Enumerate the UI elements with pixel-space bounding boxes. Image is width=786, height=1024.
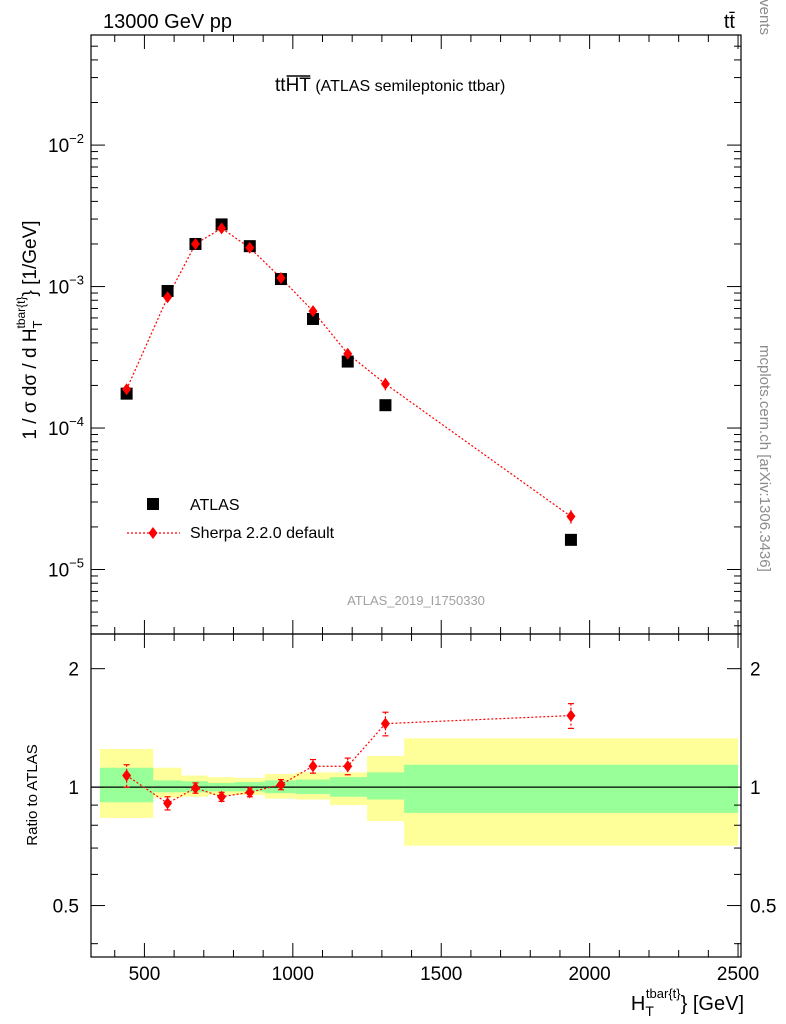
ratio-point <box>163 797 173 810</box>
x-tick-label: 2000 <box>568 964 610 985</box>
ratio-y-tick-label-right: 2 <box>750 660 761 681</box>
ratio-inner-band <box>367 772 405 800</box>
x-tick-label: 2500 <box>717 964 759 985</box>
y-tick-label: 10−4 <box>48 414 84 440</box>
sherpa-point <box>566 510 576 523</box>
ratio-y-tick-label-right: 1 <box>750 778 761 799</box>
ratio-y-tick-label: 0.5 <box>53 897 79 918</box>
ratio-point <box>343 760 353 773</box>
x-tick-label: 1500 <box>420 964 462 985</box>
atlas-point <box>564 533 577 546</box>
ratio-point <box>380 717 390 730</box>
sherpa-point <box>308 305 318 318</box>
ratio-y-axis-label: Ratio to ATLAS <box>24 744 41 845</box>
sherpa-point <box>190 237 200 250</box>
rivet-version-label: Rivet 3.1.10, 400k events <box>756 0 773 35</box>
ratio-point <box>190 781 200 794</box>
mcplots-label: mcplots.cern.ch [arXiv:1306.3436] <box>756 345 773 572</box>
sherpa-point <box>217 222 227 235</box>
ratio-bands <box>91 738 741 846</box>
ratio-point <box>217 790 227 803</box>
sherpa-point <box>122 383 132 396</box>
sherpa-point <box>276 271 286 284</box>
x-tick-label: 500 <box>129 964 161 985</box>
legend-atlas-label: ATLAS <box>190 497 240 514</box>
legend-sherpa-marker <box>148 527 158 539</box>
sherpa-point <box>163 291 173 304</box>
legend: ATLAS Sherpa 2.2.0 default <box>127 497 335 542</box>
x-axis-label: HTtbar{t}} [GeV] <box>631 986 744 1019</box>
main-y-axis-label: 1 / σ dσ / d HTtbar{t}} [1/GeV] <box>14 220 45 439</box>
atlas-point <box>307 312 320 325</box>
ratio-frame <box>90 633 742 958</box>
atlas-point <box>161 285 174 298</box>
x-axis-ticks: 500 1000 1500 2000 2500 <box>114 35 759 985</box>
ratio-y-tick-label-right: 0.5 <box>750 897 776 918</box>
ratio-point <box>245 786 255 799</box>
ratio-y-tick-label: 1 <box>68 778 79 799</box>
ratio-series <box>122 703 576 811</box>
main-y-ticks: 10−5 10−4 10−3 10−2 <box>48 34 741 627</box>
x-tick-label: 1000 <box>272 964 314 985</box>
ratio-point <box>122 769 132 782</box>
ratio-point <box>566 709 576 722</box>
main-frame <box>90 34 742 635</box>
atlas-point <box>379 399 392 412</box>
ratio-y-tick-label: 2 <box>68 660 79 681</box>
ratio-line <box>126 714 571 804</box>
ratio-inner-band <box>153 780 182 793</box>
atlas-point <box>341 355 354 368</box>
sherpa-point <box>343 347 353 360</box>
ratio-point <box>308 760 318 773</box>
sherpa-line <box>126 227 572 517</box>
legend-atlas-marker <box>147 498 159 510</box>
ratio-inner-band <box>404 764 739 813</box>
process-label: tt̄ <box>724 11 736 33</box>
ratio-point <box>276 778 286 791</box>
y-tick-label: 10−3 <box>48 273 84 299</box>
sherpa-point <box>245 241 255 254</box>
legend-sherpa-label: Sherpa 2.2.0 default <box>190 525 335 542</box>
main-series <box>120 218 577 546</box>
y-tick-label: 10−2 <box>48 131 84 157</box>
sherpa-point <box>380 377 390 390</box>
plot-title: ttHT (ATLAS semileptonic ttbar) <box>275 75 505 96</box>
analysis-id: ATLAS_2019_I1750330 <box>347 593 485 608</box>
energy-label: 13000 GeV pp <box>103 11 232 33</box>
ratio-y-ticks: 0.5 0.5 1 1 2 2 <box>53 660 776 945</box>
y-tick-label: 10−5 <box>48 555 84 581</box>
